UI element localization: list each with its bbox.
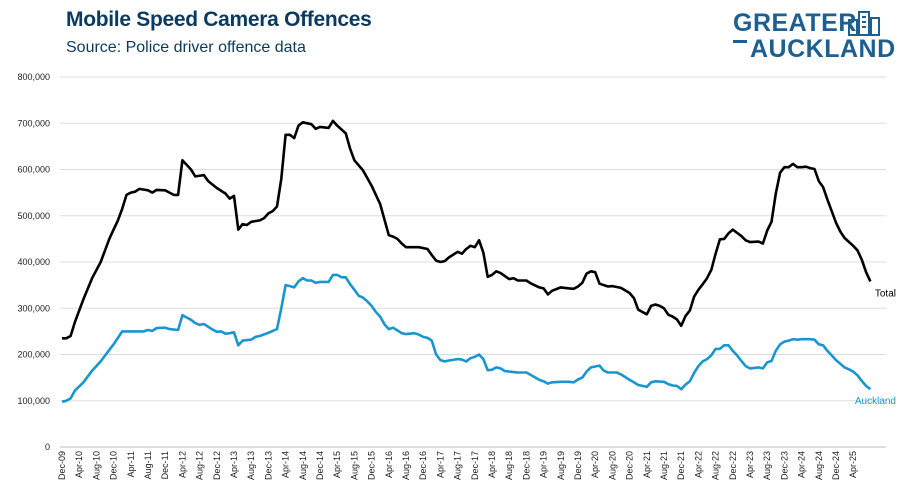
x-tick-label: Apr-13: [229, 451, 239, 478]
x-tick-label: Apr-21: [642, 451, 652, 478]
logo-text-line2: AUCKLAND: [750, 35, 896, 63]
y-tick-label: 800,000: [17, 72, 50, 82]
x-axis-ticks: Dec-09 Apr-10 Aug-10 Dec-10 Apr-11 Aug-11 Dec-…: [57, 451, 858, 480]
x-tick-label: Dec-11: [160, 451, 170, 479]
x-tick-label: Dec-24: [831, 451, 841, 480]
x-tick-label: Aug-17: [453, 451, 463, 480]
x-tick-label: Apr-12: [177, 451, 187, 478]
y-tick-label: 500,000: [17, 211, 50, 221]
series-line-total: [62, 119, 872, 340]
x-tick-label: Aug-18: [504, 451, 514, 480]
greater-auckland-logo: GREATER AUCKLAND: [733, 9, 895, 62]
x-tick-label: Dec-13: [263, 451, 273, 480]
series-labels: Total Auckland: [855, 288, 896, 407]
x-tick-label: Dec-09: [57, 451, 67, 480]
x-tick-label: Aug-21: [659, 451, 669, 480]
chart-subtitle: Source: Police driver offence data: [66, 39, 306, 56]
x-tick-label: Aug-14: [298, 451, 308, 480]
x-tick-label: Aug-20: [607, 451, 617, 480]
x-tick-label: Apr-16: [384, 451, 394, 478]
x-tick-label: Apr-14: [281, 451, 291, 478]
chart-title: Mobile Speed Camera Offences: [66, 8, 372, 31]
x-tick-label: Apr-11: [126, 451, 136, 477]
x-tick-label: Dec-12: [212, 451, 222, 480]
y-axis-ticks: 0 100,000 200,000 300,000 400,000 500,000 600,…: [17, 72, 50, 452]
logo-text-line1: GREATER: [733, 9, 857, 37]
x-tick-label: Dec-15: [367, 451, 377, 480]
x-tick-label: Dec-19: [573, 451, 583, 480]
x-tick-label: Apr-10: [74, 451, 84, 478]
x-tick-label: Dec-21: [676, 451, 686, 480]
x-tick-label: Dec-10: [109, 451, 119, 480]
series-label-total: Total: [875, 288, 896, 299]
x-tick-label: Apr-18: [487, 451, 497, 478]
series-line-auckland: [61, 273, 872, 403]
x-tick-label: Aug-19: [556, 451, 566, 480]
y-tick-label: 200,000: [17, 350, 50, 360]
logo-accent-bar: [733, 40, 747, 43]
y-tick-label: 100,000: [17, 396, 50, 406]
x-tick-label: Dec-18: [521, 451, 531, 480]
x-tick-label: Aug-24: [814, 451, 824, 480]
x-tick-label: Apr-23: [745, 451, 755, 478]
gridlines: [60, 76, 886, 448]
x-tick-label: Aug-22: [711, 451, 721, 480]
series-lines: [61, 119, 872, 403]
y-tick-label: 0: [45, 442, 50, 452]
x-tick-label: Aug-13: [246, 451, 256, 480]
x-tick-label: Apr-22: [693, 451, 703, 478]
city-skyline-icon: [848, 11, 880, 36]
x-tick-label: Dec-23: [779, 451, 789, 480]
x-tick-label: Apr-19: [539, 451, 549, 478]
y-tick-label: 700,000: [17, 118, 50, 128]
x-tick-label: Dec-17: [470, 451, 480, 480]
x-tick-label: Aug-16: [401, 451, 411, 480]
x-tick-label: Apr-15: [332, 451, 342, 478]
y-tick-label: 300,000: [17, 303, 50, 313]
x-tick-label: Dec-20: [625, 451, 635, 480]
x-tick-label: Aug-12: [195, 451, 205, 480]
x-tick-label: Apr-25: [848, 451, 858, 478]
x-tick-label: Aug-23: [762, 451, 772, 480]
y-tick-label: 400,000: [17, 257, 50, 267]
x-tick-label: Apr-24: [797, 451, 807, 478]
y-tick-label: 600,000: [17, 165, 50, 175]
x-tick-label: Aug-15: [349, 451, 359, 480]
series-label-auckland: Auckland: [855, 396, 896, 407]
x-tick-label: Dec-16: [418, 451, 428, 480]
x-tick-label: Aug-10: [91, 451, 101, 480]
x-tick-label: Aug-11: [143, 451, 153, 479]
x-tick-label: Dec-14: [315, 451, 325, 480]
x-tick-label: Apr-17: [435, 451, 445, 478]
x-tick-label: Apr-20: [590, 451, 600, 478]
x-tick-label: Dec-22: [728, 451, 738, 480]
